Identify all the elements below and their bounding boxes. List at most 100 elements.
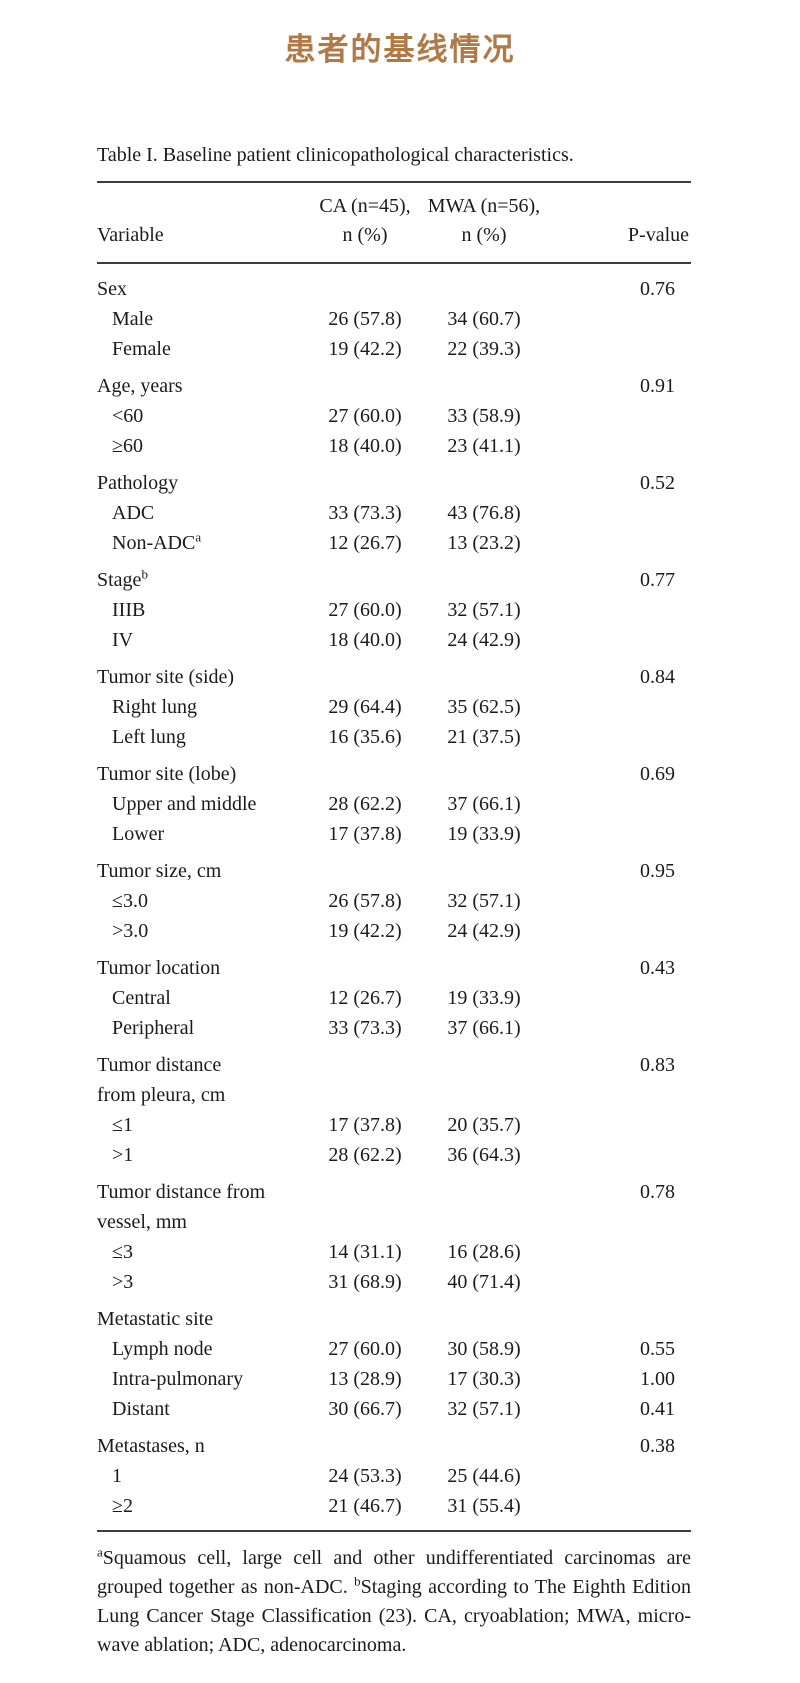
row-label: Stageb [97,566,148,591]
row-label: IIIB [112,599,146,621]
table-row: Male 26 (57.8) 34 (60.7) [97,304,691,334]
row-label: Upper and middle [112,793,257,815]
table-row: Central 12 (26.7) 19 (33.9) [97,983,691,1013]
mwa-value: 24 (42.9) [447,920,521,942]
mwa-value: 35 (62.5) [447,696,521,718]
row-label: >3.0 [112,920,149,942]
mwa-value: 22 (39.3) [447,338,521,360]
row-label: Age, years [97,375,183,397]
p-value: 0.95 [640,860,675,882]
table-caption: Table I. Baseline patient clinicopatholo… [97,144,574,166]
column-header-ca: CA (n=45), n (%) [309,192,421,250]
p-value: 0.78 [640,1181,675,1203]
table-row: Right lung 29 (64.4) 35 (62.5) [97,692,691,722]
ca-value: 24 (53.3) [328,1465,402,1487]
ca-value: 18 (40.0) [328,435,402,457]
row-label: Left lung [112,726,186,748]
mwa-value: 25 (44.6) [447,1465,521,1487]
ca-value: 27 (60.0) [328,1338,402,1360]
table-row: Female 19 (42.2) 22 (39.3) [97,334,691,364]
ca-value: 30 (66.7) [328,1398,402,1420]
table-row: Tumor location 0.43 [97,953,691,983]
table-row: Lymph node 27 (60.0) 30 (58.9) 0.55 [97,1334,691,1364]
row-label: Lymph node [112,1338,213,1360]
column-header-mwa-line1: MWA (n=56), [427,195,541,217]
ca-value: 26 (57.8) [328,890,402,912]
row-label: Metastatic site [97,1308,214,1330]
p-value: 1.00 [640,1368,675,1390]
p-value: 0.91 [640,375,675,397]
table-row: Tumor site (side) 0.84 [97,662,691,692]
mwa-value: 24 (42.9) [447,629,521,651]
row-label: ≤3.0 [112,890,148,912]
table-row: Upper and middle 28 (62.2) 37 (66.1) [97,789,691,819]
row-label: Tumor location [97,957,221,979]
p-value: 0.43 [640,957,675,979]
row-label: Peripheral [112,1017,195,1039]
mwa-value: 16 (28.6) [447,1241,521,1263]
column-header-ca-line2: n (%) [342,224,388,246]
row-label: Tumor site (side) [97,666,235,688]
mwa-value: 21 (37.5) [447,726,521,748]
row-label: Distant [112,1398,170,1420]
row-label: >1 [112,1144,134,1166]
ca-value: 31 (68.9) [328,1271,402,1293]
ca-value: 28 (62.2) [328,1144,402,1166]
table-row: ≥2 21 (46.7) 31 (55.4) [97,1491,691,1521]
row-label: Male [112,308,154,330]
p-value: 0.77 [640,569,675,591]
table-row: IV 18 (40.0) 24 (42.9) [97,625,691,655]
table-row: >3 31 (68.9) 40 (71.4) [97,1267,691,1297]
mwa-value: 43 (76.8) [447,502,521,524]
row-label: IV [112,629,134,651]
mwa-value: 40 (71.4) [447,1271,521,1293]
mwa-value: 32 (57.1) [447,890,521,912]
row-label: Tumor size, cm [97,860,222,882]
table-row: Left lung 16 (35.6) 21 (37.5) [97,722,691,752]
table-row: Distant 30 (66.7) 32 (57.1) 0.41 [97,1394,691,1424]
table-row: Stageb 0.77 [97,565,691,595]
ca-value: 12 (26.7) [328,987,402,1009]
mwa-value: 23 (41.1) [447,435,521,457]
mwa-value: 32 (57.1) [447,1398,521,1420]
p-value: 0.76 [640,278,675,300]
table-row: Lower 17 (37.8) 19 (33.9) [97,819,691,849]
row-label: ≥2 [112,1495,133,1517]
mwa-value: 13 (23.2) [447,532,521,554]
table-row: <60 27 (60.0) 33 (58.9) [97,401,691,431]
row-label: Tumor distance from vessel, mm [97,1181,266,1233]
ca-value: 33 (73.3) [328,1017,402,1039]
column-header-mwa: MWA (n=56), n (%) [421,192,547,250]
column-header-ca-line1: CA (n=45), [319,195,411,217]
ca-value: 26 (57.8) [328,308,402,330]
column-header-mwa-line2: n (%) [461,224,507,246]
table-row: ≤1 17 (37.8) 20 (35.7) [97,1110,691,1140]
table-header-row: Variable CA (n=45), n (%) MWA (n=56), n … [97,183,691,262]
ca-value: 19 (42.2) [328,338,402,360]
table-row: ≤3.0 26 (57.8) 32 (57.1) [97,886,691,916]
row-label: Tumor distance from pleura, cm [97,1054,226,1106]
table-row: Pathology 0.52 [97,468,691,498]
table-row: Peripheral 33 (73.3) 37 (66.1) [97,1013,691,1043]
ca-value: 16 (35.6) [328,726,402,748]
p-value: 0.41 [640,1398,675,1420]
row-label: Non-ADCa [112,529,202,554]
table-row: >3.0 19 (42.2) 24 (42.9) [97,916,691,946]
row-label: ≤3 [112,1241,133,1263]
mwa-value: 31 (55.4) [447,1495,521,1517]
p-value: 0.52 [640,472,675,494]
mwa-value: 33 (58.9) [447,405,521,427]
column-header-variable: Variable [97,224,164,246]
table-row: 1 24 (53.3) 25 (44.6) [97,1461,691,1491]
row-label: >3 [112,1271,134,1293]
table-row: ≤3 14 (31.1) 16 (28.6) [97,1237,691,1267]
mwa-value: 34 (60.7) [447,308,521,330]
table-row: Metastases, n 0.38 [97,1431,691,1461]
row-label: Pathology [97,472,179,494]
header-divider-rule [97,262,691,264]
ca-value: 12 (26.7) [328,532,402,554]
ca-value: 27 (60.0) [328,405,402,427]
ca-value: 19 (42.2) [328,920,402,942]
table-row: IIIB 27 (60.0) 32 (57.1) [97,595,691,625]
